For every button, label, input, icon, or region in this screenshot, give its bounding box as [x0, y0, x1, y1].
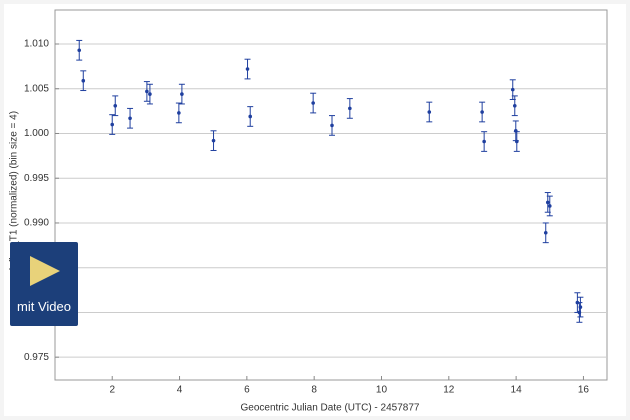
data-point: [128, 116, 132, 121]
data-point: [348, 106, 352, 111]
data-point: [211, 138, 216, 143]
y-tick-label: 0.995: [24, 173, 49, 184]
data-point: [512, 103, 517, 108]
y-tick-label: 1.005: [24, 83, 49, 94]
data-point: [480, 110, 484, 114]
data-point: [311, 101, 315, 105]
y-axis-title: rel_flux_T1 (normalized) (bin size = 4): [9, 111, 20, 279]
x-tick-label: 2: [109, 385, 115, 396]
video-button[interactable]: mit Video: [10, 242, 78, 326]
data-point: [177, 111, 181, 115]
data-point: [482, 139, 486, 144]
data-point: [148, 92, 152, 96]
x-tick-label: 14: [511, 385, 523, 396]
video-label: mit Video: [17, 299, 71, 314]
data-point: [510, 87, 515, 92]
data-point: [543, 231, 548, 235]
data-point: [248, 114, 253, 119]
plot-frame: [54, 9, 608, 381]
chart-background: [4, 4, 626, 416]
y-tick-label: 0.990: [24, 218, 49, 229]
data-point: [545, 200, 550, 205]
x-tick-label: 10: [376, 385, 388, 396]
y-tick-label: 1.000: [24, 128, 49, 139]
x-tick-label: 6: [244, 385, 250, 396]
x-tick-label: 8: [311, 385, 317, 396]
data-point: [427, 110, 432, 114]
y-tick-label: 0.975: [24, 352, 49, 363]
data-point: [578, 305, 583, 309]
data-point: [514, 139, 519, 144]
data-point: [180, 92, 184, 96]
data-point: [77, 48, 82, 53]
data-point: [245, 67, 250, 71]
data-point: [113, 103, 118, 108]
data-point: [81, 78, 86, 83]
x-tick-label: 12: [443, 385, 455, 396]
data-point: [547, 204, 552, 208]
y-tick-label: 1.010: [24, 39, 49, 50]
data-point: [110, 122, 115, 127]
x-tick-label: 4: [177, 385, 183, 396]
play-icon: [30, 256, 60, 286]
x-axis-title: Geocentric Julian Date (UTC) - 2457877: [241, 403, 420, 414]
data-point: [145, 89, 149, 94]
data-point: [330, 123, 334, 128]
x-tick-label: 16: [578, 385, 590, 396]
